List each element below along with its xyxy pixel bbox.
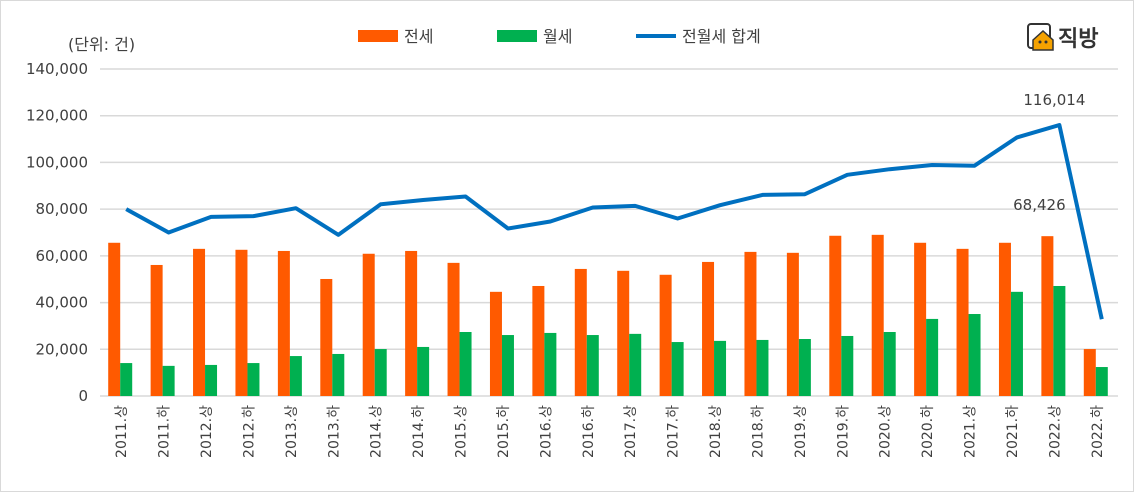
x-tick-label: 2016.상 <box>538 405 554 458</box>
x-tick-label: 2020.상 <box>878 405 894 458</box>
x-tick-label: 2015.하 <box>496 405 512 458</box>
legend-swatch-wolse <box>497 30 537 42</box>
x-tick-label: 2014.상 <box>369 405 385 458</box>
x-tick-label: 2012.상 <box>199 405 215 458</box>
x-tick-label: 2012.하 <box>241 405 257 458</box>
x-tick-label: 2017.하 <box>666 405 682 458</box>
x-tick-label: 2018.하 <box>750 405 766 458</box>
legend-label-wolse: 월세 <box>543 27 572 46</box>
legend-swatch-jeonse <box>358 30 398 42</box>
bar-jeonse <box>786 252 799 396</box>
house-icon <box>1027 23 1054 51</box>
y-tick-label: 0 <box>78 387 88 405</box>
x-tick-label: 2015.상 <box>454 405 470 458</box>
bar-jeonse <box>574 268 587 396</box>
bar-wolse <box>1053 285 1066 396</box>
bar-jeonse <box>235 249 248 396</box>
y-tick-label: 20,000 <box>36 340 89 358</box>
bar-wolse <box>1010 291 1023 396</box>
y-tick-label: 120,000 <box>26 107 88 125</box>
bar-wolse <box>883 332 896 396</box>
bar-wolse <box>841 335 854 396</box>
x-tick-label: 2014.하 <box>411 405 427 458</box>
bar-wolse <box>162 365 175 396</box>
data-label: 68,426 <box>1013 196 1066 214</box>
legend: 전세 월세 전월세 합계 <box>358 27 761 46</box>
x-tick-label: 2013.상 <box>284 405 300 458</box>
x-tick-label: 2011.하 <box>157 405 173 458</box>
x-tick-label: 2011.상 <box>114 405 130 458</box>
bar-jeonse <box>489 291 502 396</box>
bar-jeonse <box>362 253 375 396</box>
data-label: 116,014 <box>1023 91 1085 109</box>
x-tick-label: 2020.하 <box>920 405 936 458</box>
bar-wolse <box>289 356 302 396</box>
bar-wolse <box>968 314 981 396</box>
bar-jeonse <box>150 264 163 396</box>
bar-jeonse <box>956 248 969 396</box>
bar-wolse <box>798 339 811 396</box>
bar-jeonse <box>744 251 757 396</box>
x-tick-label: 2013.하 <box>326 405 342 458</box>
x-tick-label: 2019.하 <box>835 405 851 458</box>
bar-wolse <box>629 333 642 396</box>
bar-jeonse <box>320 278 333 396</box>
bar-wolse <box>120 363 133 396</box>
bar-wolse <box>205 364 218 396</box>
bar-jeonse <box>108 242 121 396</box>
x-tick-label: 2017.상 <box>623 405 639 458</box>
legend-label-jeonse: 전세 <box>404 27 433 46</box>
y-tick-label: 40,000 <box>36 294 89 312</box>
bar-jeonse <box>702 261 715 396</box>
bar-jeonse <box>1041 236 1054 396</box>
bar-jeonse <box>532 285 545 396</box>
unit-label: (단위: 건) <box>68 35 135 54</box>
bar-wolse <box>417 346 430 396</box>
x-tick-label: 2019.상 <box>793 405 809 458</box>
bar-jeonse <box>193 248 206 396</box>
x-tick-label: 2022.하 <box>1090 405 1106 458</box>
bar-wolse <box>544 332 557 396</box>
bar-jeonse <box>871 234 884 396</box>
x-tick-label: 2018.상 <box>708 405 724 458</box>
bar-jeonse <box>617 270 630 396</box>
y-tick-label: 100,000 <box>26 153 88 171</box>
x-tick-label: 2016.하 <box>581 405 597 458</box>
bar-wolse <box>1095 367 1108 396</box>
bar-jeonse <box>447 262 460 396</box>
bar-jeonse <box>914 242 927 396</box>
x-tick-label: 2021.하 <box>1005 405 1021 458</box>
y-tick-label: 80,000 <box>36 200 89 218</box>
logo: 직방 <box>1027 23 1098 52</box>
x-tick-label: 2022.상 <box>1047 405 1063 458</box>
bar-jeonse <box>998 242 1011 396</box>
x-tick-label: 2021.상 <box>963 405 979 458</box>
bar-jeonse <box>659 274 672 396</box>
bar-wolse <box>671 342 684 396</box>
bar-jeonse <box>829 235 842 396</box>
bar-wolse <box>501 335 514 396</box>
bar-jeonse <box>405 250 418 396</box>
bar-jeonse <box>1083 349 1096 396</box>
bar-wolse <box>714 340 727 396</box>
y-tick-label: 60,000 <box>36 247 89 265</box>
bar-wolse <box>756 339 769 396</box>
bar-wolse <box>926 318 939 396</box>
bar-wolse <box>459 332 472 396</box>
line-total <box>125 123 1104 320</box>
bar-jeonse <box>277 250 290 396</box>
y-tick-label: 140,000 <box>26 60 88 78</box>
legend-label-total: 전월세 합계 <box>682 27 761 46</box>
logo-text: 직방 <box>1058 27 1098 52</box>
bar-wolse <box>374 349 387 396</box>
bar-wolse <box>586 335 599 396</box>
bar-wolse <box>332 353 345 396</box>
bar-wolse <box>247 363 260 396</box>
